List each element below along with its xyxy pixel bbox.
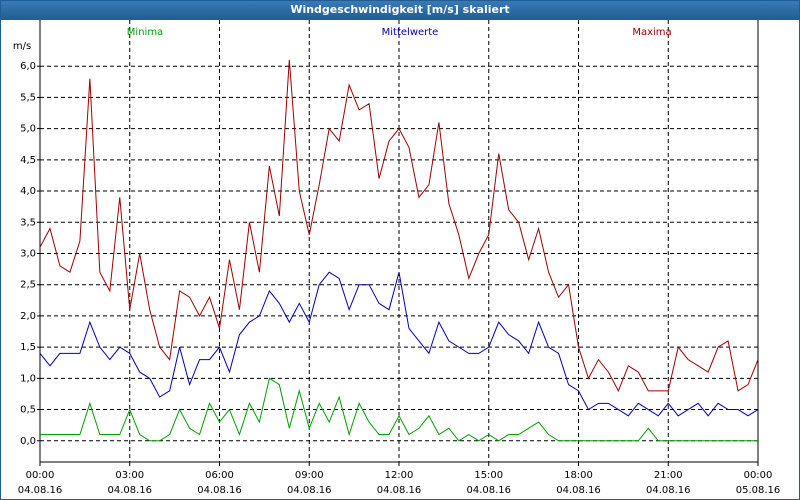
series-line (39, 59, 759, 393)
y-tick-label: 4,5 (20, 155, 36, 166)
x-tick-time: 18:00 (564, 470, 593, 481)
x-tick-date: 04.08.16 (556, 485, 601, 496)
legend-entry: Mittelwerte (382, 27, 439, 38)
y-tick-label: 2,5 (20, 280, 36, 291)
x-tick-date: 04.08.16 (18, 485, 63, 496)
y-tick-label: 2,0 (20, 311, 36, 322)
x-tick-date: 05.08.16 (736, 485, 781, 496)
y-axis-label: m/s (13, 41, 31, 52)
x-tick-time: 06:00 (205, 470, 234, 481)
x-tick-time: 15:00 (474, 470, 503, 481)
y-tick-label: 5,5 (20, 92, 36, 103)
y-tick-label: 5,0 (20, 124, 36, 135)
y-tick-label: 4,0 (20, 186, 36, 197)
y-tick-label: 0,5 (20, 405, 36, 416)
y-tick-label: 1,0 (20, 373, 36, 384)
y-tick-label: 3,0 (20, 248, 36, 259)
x-tick-date: 04.08.16 (646, 485, 691, 496)
series-line (39, 271, 759, 417)
x-tick-time: 00:00 (26, 470, 55, 481)
y-tick-label: 3,5 (20, 217, 36, 228)
legend-entry: Minima (127, 27, 163, 38)
x-tick-time: 12:00 (385, 470, 414, 481)
title-bar (0, 0, 800, 20)
x-tick-date: 04.08.16 (107, 485, 152, 496)
x-tick-date: 04.08.16 (287, 485, 332, 496)
y-tick-label: 0,0 (20, 436, 36, 447)
x-tick-time: 00:00 (744, 470, 773, 481)
x-tick-date: 04.08.16 (197, 485, 242, 496)
y-tick-label: 1,5 (20, 342, 36, 353)
x-tick-date: 04.08.16 (377, 485, 422, 496)
x-tick-time: 03:00 (115, 470, 144, 481)
x-tick-time: 09:00 (295, 470, 324, 481)
y-tick-label: 6,0 (20, 61, 36, 72)
x-tick-time: 21:00 (654, 470, 683, 481)
legend-entry: Maxima (632, 27, 671, 38)
x-tick-date: 04.08.16 (466, 485, 511, 496)
window-title: Windgeschwindigkeit [m/s] skaliert (290, 3, 509, 16)
series-line (40, 377, 758, 442)
